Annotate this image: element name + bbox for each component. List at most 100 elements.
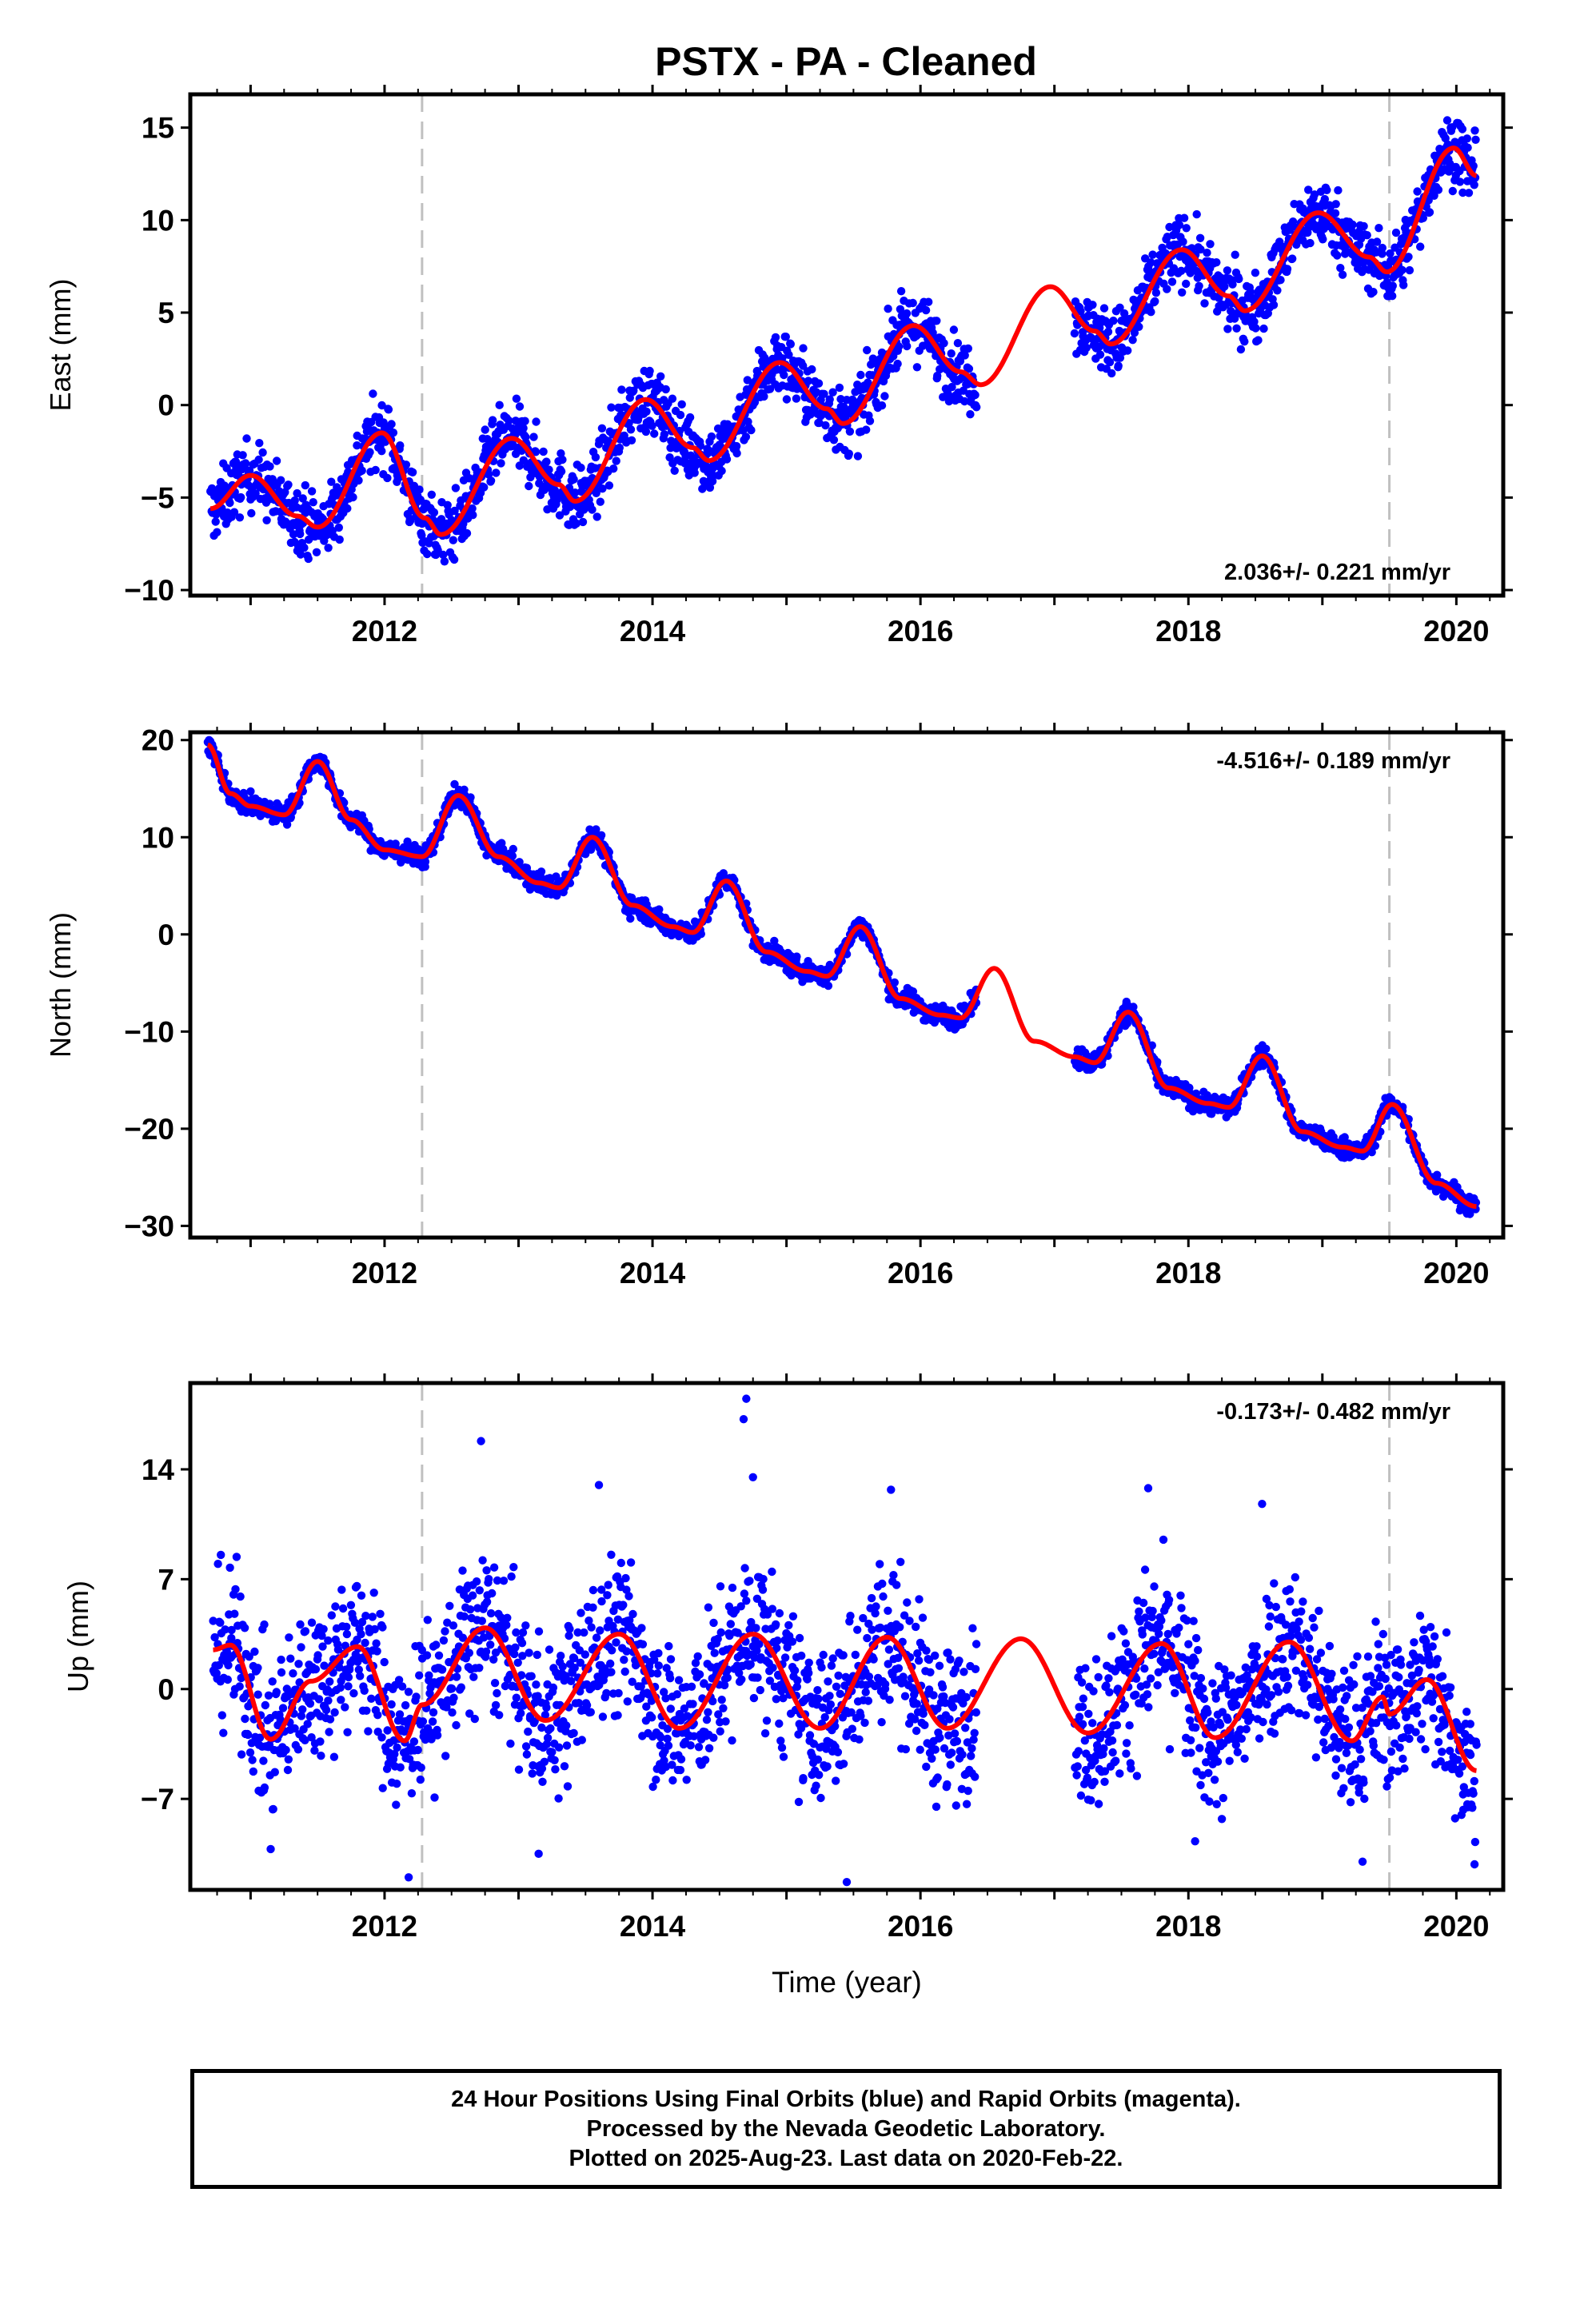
data-point <box>596 498 604 506</box>
data-point <box>450 556 458 564</box>
data-point <box>1183 224 1191 232</box>
data-point <box>261 1701 269 1709</box>
data-point <box>357 1630 365 1638</box>
data-point <box>1206 240 1214 248</box>
data-point <box>246 787 254 795</box>
data-point <box>1331 209 1339 217</box>
data-point <box>441 1752 449 1760</box>
data-point <box>1463 144 1471 152</box>
data-point <box>469 1592 477 1600</box>
data-point <box>521 1621 529 1629</box>
data-point <box>463 529 471 537</box>
data-point <box>588 505 596 513</box>
data-point <box>533 1651 541 1659</box>
y-axis-label: North (mm) <box>44 912 77 1058</box>
data-point <box>593 512 601 520</box>
data-point <box>1071 329 1079 337</box>
data-point <box>471 1715 479 1723</box>
data-point <box>277 476 285 484</box>
data-point <box>325 1677 333 1685</box>
x-tick-label: 2014 <box>620 1257 686 1290</box>
data-point <box>330 1708 338 1716</box>
data-point <box>325 1728 333 1736</box>
data-point <box>1237 345 1245 353</box>
data-point <box>1235 275 1243 283</box>
data-point <box>1083 344 1091 352</box>
data-point <box>954 339 962 347</box>
data-point <box>1223 325 1231 333</box>
data-point <box>592 453 600 461</box>
data-point <box>435 1652 443 1660</box>
data-point <box>1128 336 1136 344</box>
data-point <box>415 1672 423 1680</box>
data-point <box>511 1644 519 1652</box>
data-point <box>628 436 636 444</box>
data-point <box>516 402 524 410</box>
data-point <box>289 1669 297 1677</box>
data-point <box>1107 369 1115 377</box>
data-point <box>708 433 716 440</box>
data-point <box>500 1577 508 1585</box>
data-point <box>343 504 351 512</box>
data-point <box>1168 277 1176 285</box>
data-point <box>465 1648 473 1656</box>
data-point <box>260 1620 268 1628</box>
data-point <box>364 1727 372 1735</box>
data-point <box>528 1672 536 1680</box>
data-point <box>269 1805 277 1813</box>
data-point <box>532 417 540 425</box>
y-tick-label: 10 <box>142 204 174 237</box>
scatter-points-north <box>204 736 1480 1218</box>
data-point <box>389 429 397 436</box>
plot-frame-east <box>190 94 1503 596</box>
data-point <box>1240 337 1248 345</box>
data-point <box>519 424 527 432</box>
data-point <box>247 509 255 517</box>
data-point <box>354 476 362 484</box>
data-point <box>732 449 740 457</box>
data-point <box>760 393 768 401</box>
data-point <box>362 1707 370 1715</box>
data-point <box>296 530 304 538</box>
data-point <box>224 1676 232 1684</box>
y-tick-label: 15 <box>142 112 174 145</box>
data-point <box>1148 250 1156 258</box>
data-point <box>515 1765 523 1773</box>
data-point <box>249 1768 257 1776</box>
data-point <box>1135 323 1143 331</box>
data-point <box>281 1746 289 1754</box>
data-point <box>387 1700 395 1708</box>
data-point <box>645 367 653 375</box>
data-point <box>383 1726 391 1734</box>
data-point <box>259 1756 267 1764</box>
data-point <box>353 1582 361 1590</box>
x-tick-label: 2012 <box>352 615 417 648</box>
data-point <box>1178 289 1186 297</box>
data-point <box>488 1589 496 1597</box>
y-axis-label: East (mm) <box>44 279 77 412</box>
data-point <box>367 1695 375 1703</box>
data-point <box>1333 251 1341 259</box>
data-point <box>241 459 249 467</box>
data-point <box>1152 289 1160 297</box>
data-point <box>660 430 668 438</box>
data-point <box>1458 125 1466 133</box>
data-point <box>1406 266 1414 274</box>
data-point <box>1106 358 1114 366</box>
data-point <box>369 389 377 397</box>
data-point <box>480 483 488 491</box>
data-point <box>377 447 385 455</box>
data-point <box>792 394 800 402</box>
data-point <box>449 1621 457 1629</box>
data-point <box>1231 251 1239 259</box>
data-point <box>517 1709 525 1717</box>
data-point <box>1399 281 1407 289</box>
data-point <box>495 1711 503 1719</box>
data-point <box>342 1623 350 1631</box>
data-point <box>324 1636 332 1644</box>
data-point <box>393 1780 401 1788</box>
data-point <box>485 1575 493 1583</box>
data-point <box>372 1640 380 1648</box>
data-point <box>296 1620 304 1628</box>
